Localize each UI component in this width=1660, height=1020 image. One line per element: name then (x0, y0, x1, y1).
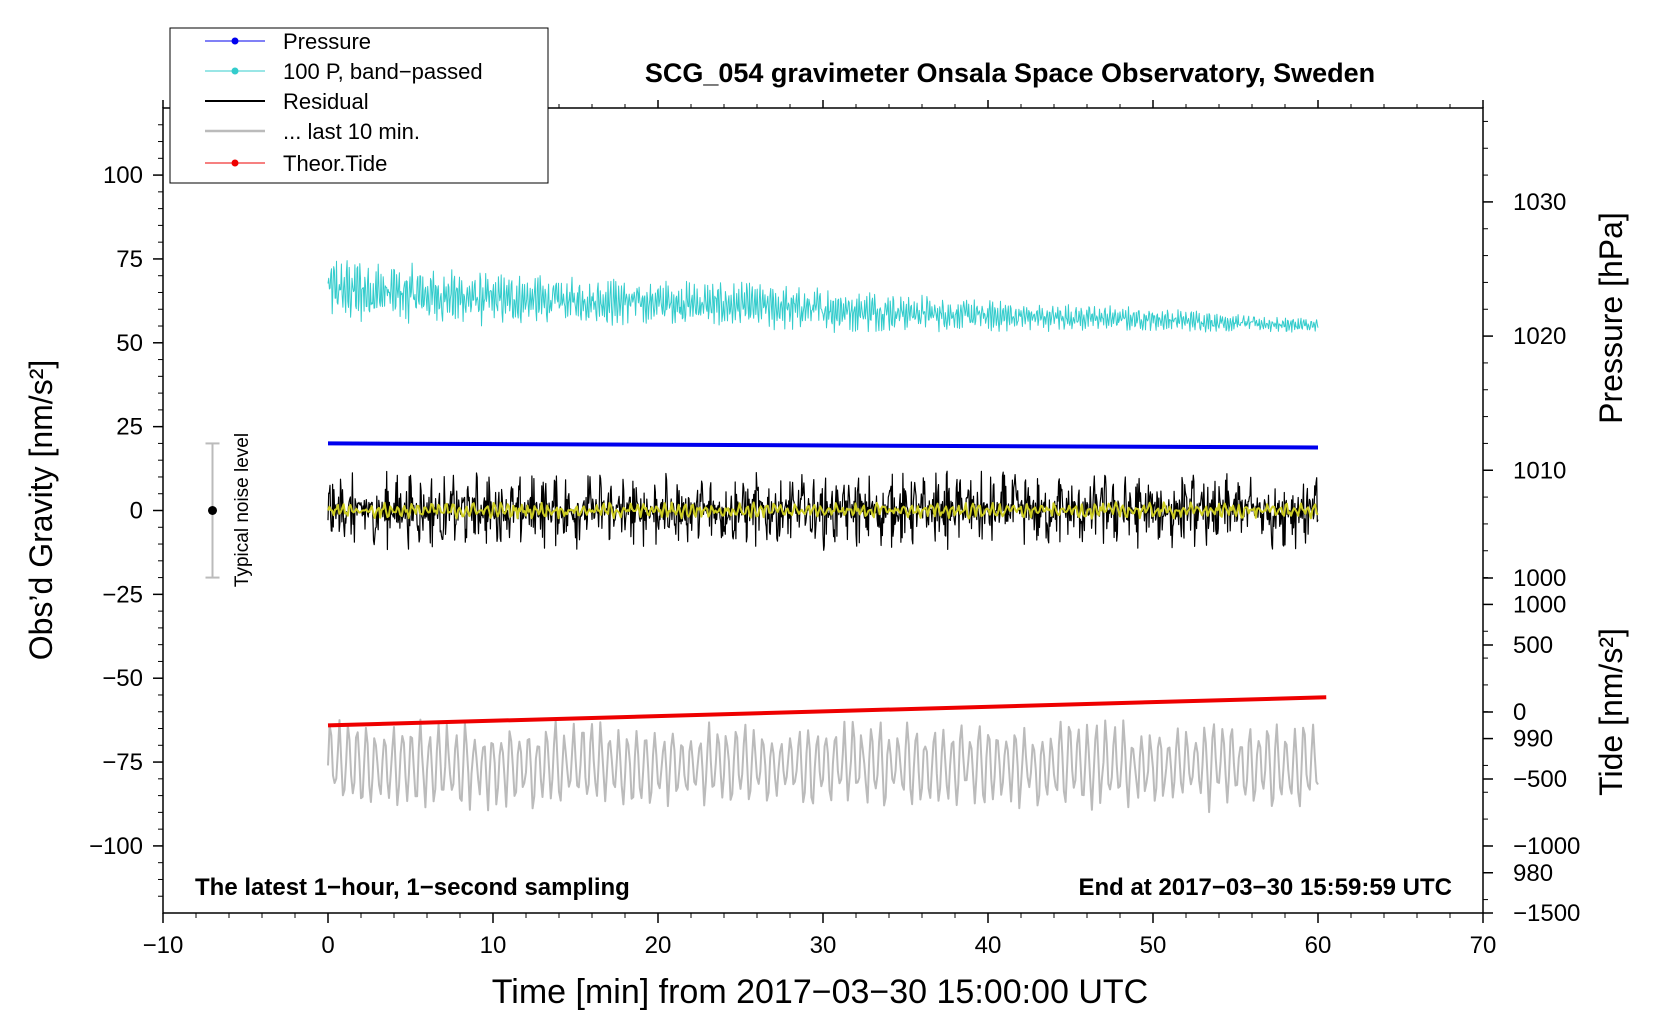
y-axis-label-pressure: Pressure [hPa] (1593, 212, 1629, 424)
legend-label: 100 P, band−passed (283, 59, 483, 84)
pressure-tick-label: 1030 (1513, 189, 1566, 216)
noise-bar (205, 442, 220, 579)
noise-label: Typical noise level (232, 433, 253, 587)
tide-tick-label: −1500 (1513, 900, 1580, 927)
y-tick-label: 0 (130, 498, 143, 525)
legend-box (169, 27, 549, 184)
tide-tick-label: −1000 (1513, 833, 1580, 860)
pressure-tick-label: 990 (1513, 726, 1553, 753)
y-tick-label: −50 (102, 665, 143, 692)
x-tick-label: 60 (1305, 932, 1332, 959)
series-last-10-min (327, 718, 1319, 814)
x-tick-label: 70 (1470, 932, 1497, 959)
x-tick-label: 0 (321, 932, 334, 959)
noise-bar-center-dot (208, 506, 217, 515)
y-tick-label: −100 (89, 833, 143, 860)
y-tick-label: 50 (116, 330, 143, 357)
y-axis-label-gravity: Obs’d Gravity [nm/s²] (23, 360, 59, 661)
legend-marker (231, 37, 239, 45)
pressure-tick-label: 980 (1513, 860, 1553, 887)
legend-label: Pressure (283, 29, 371, 54)
series-bandpassed-pressure (327, 260, 1319, 333)
legend-item-tide: Theor.Tide (205, 151, 387, 176)
end-time-note: End at 2017−03−30 15:59:59 UTC (1078, 874, 1452, 901)
y-tick-label: 25 (116, 414, 143, 441)
legend-item-bandpassed: 100 P, band−passed (205, 59, 483, 84)
x-tick-label: 10 (480, 932, 507, 959)
series (327, 260, 1327, 814)
pressure-tick-label: 1000 (1513, 591, 1566, 618)
y-tick-label: −25 (102, 581, 143, 608)
series-theor-tide (327, 695, 1327, 728)
legend-item-residual: Residual (205, 89, 369, 114)
legend-label: ... last 10 min. (283, 119, 420, 144)
tide-tick-label: 0 (1513, 699, 1526, 726)
legend-marker (231, 159, 239, 167)
legend-item-pressure: Pressure (205, 29, 371, 54)
x-tick-label: 50 (1140, 932, 1167, 959)
series-residual-smoothed (327, 501, 1319, 520)
legend: Pressure 100 P, band−passed Residual ...… (169, 27, 549, 184)
y-tick-label: 100 (103, 162, 143, 189)
legend-label: Residual (283, 89, 369, 114)
x-axis-label: Time [min] from 2017−03−30 15:00:00 UTC (492, 973, 1148, 1011)
pressure-tick-label: 1010 (1513, 457, 1566, 484)
x-tick-label: −10 (143, 932, 184, 959)
y-axis-label-tide: Tide [nm/s²] (1593, 628, 1629, 796)
tide-tick-label: −500 (1513, 766, 1567, 793)
y-tick-label: −75 (102, 749, 143, 776)
sampling-note: The latest 1−hour, 1−second sampling (195, 874, 630, 901)
y-tick-label: 75 (116, 246, 143, 273)
pressure-tick-label: 1020 (1513, 323, 1566, 350)
x-tick-label: 40 (975, 932, 1002, 959)
legend-label: Theor.Tide (283, 151, 387, 176)
tide-tick-label: 1000 (1513, 565, 1566, 592)
legend-item-last10: ... last 10 min. (205, 119, 420, 144)
tide-tick-label: 500 (1513, 632, 1553, 659)
legend-marker (231, 67, 239, 75)
x-tick-label: 30 (810, 932, 837, 959)
x-tick-label: 20 (645, 932, 672, 959)
series-pressure (327, 441, 1319, 450)
chart-title: SCG_054 gravimeter Onsala Space Observat… (645, 58, 1375, 88)
axes: −10 0 10 20 30 40 50 60 701007550250−25−50−75−10… (89, 100, 1580, 959)
